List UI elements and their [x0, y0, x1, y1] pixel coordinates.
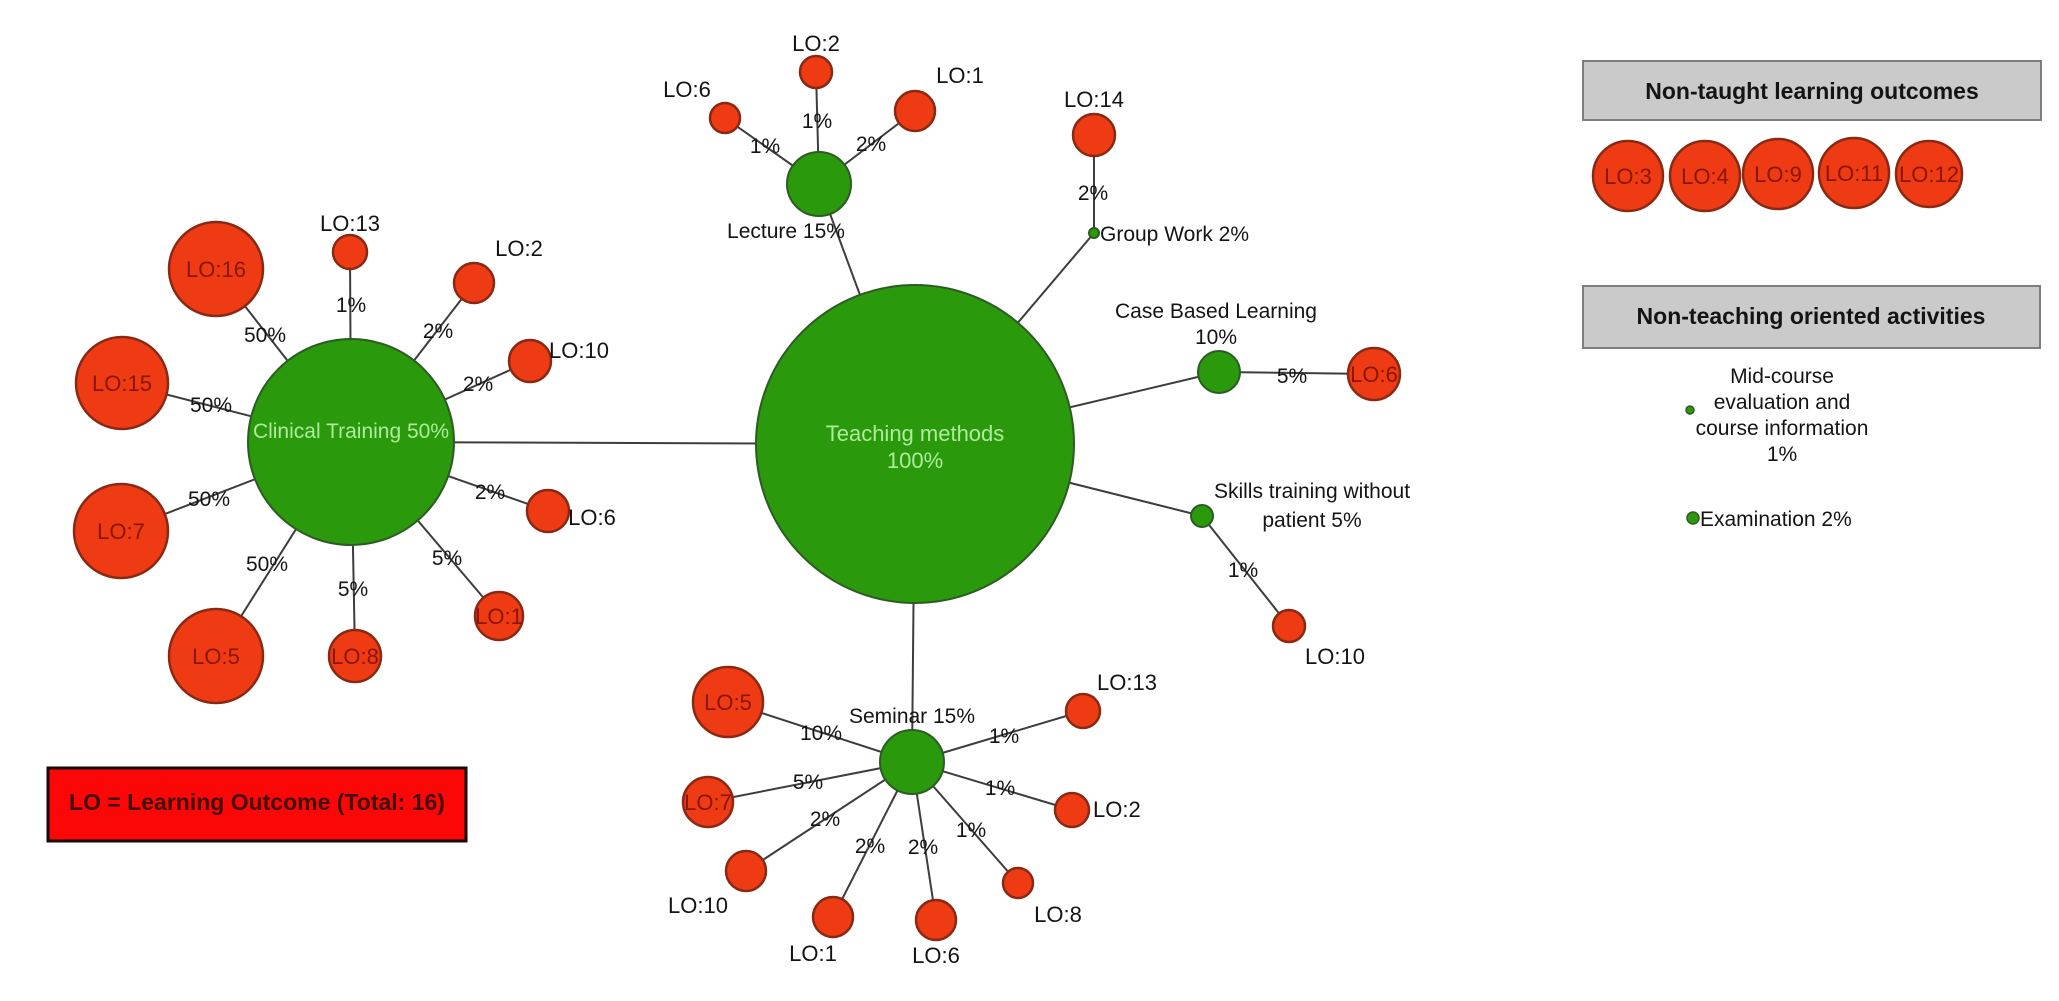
- svg-text:LO:13: LO:13: [320, 211, 380, 236]
- svg-text:LO:8: LO:8: [331, 644, 379, 669]
- svg-text:LO:9: LO:9: [1754, 162, 1802, 187]
- svg-text:LO:15: LO:15: [92, 371, 152, 396]
- svg-text:LO:2: LO:2: [792, 31, 840, 56]
- svg-text:5%: 5%: [432, 547, 462, 570]
- svg-text:Examination 2%: Examination 2%: [1700, 508, 1852, 531]
- svg-text:Non-teaching oriented activiti: Non-teaching oriented activities: [1637, 303, 1986, 329]
- svg-text:LO:14: LO:14: [1064, 87, 1124, 112]
- svg-text:Teaching methods: Teaching methods: [826, 421, 1005, 446]
- svg-text:LO:1: LO:1: [475, 604, 523, 629]
- svg-text:LO = Learning Outcome (Total:: LO = Learning Outcome (Total: 16): [69, 789, 445, 815]
- svg-text:LO:7: LO:7: [97, 519, 145, 544]
- svg-text:50%: 50%: [246, 553, 288, 576]
- svg-text:1%: 1%: [985, 777, 1015, 800]
- svg-text:2%: 2%: [810, 808, 840, 831]
- svg-text:10%: 10%: [800, 722, 842, 745]
- svg-text:1%: 1%: [802, 110, 832, 133]
- svg-text:1%: 1%: [1767, 443, 1797, 466]
- svg-text:LO:10: LO:10: [1305, 644, 1365, 669]
- svg-text:course information: course information: [1696, 417, 1869, 440]
- svg-text:LO:7: LO:7: [684, 790, 732, 815]
- svg-text:LO:13: LO:13: [1097, 670, 1157, 695]
- svg-text:2%: 2%: [463, 373, 493, 396]
- svg-text:2%: 2%: [856, 133, 886, 156]
- svg-text:Case Based Learning: Case Based Learning: [1115, 300, 1317, 323]
- svg-text:patient 5%: patient 5%: [1262, 509, 1361, 532]
- svg-text:2%: 2%: [908, 836, 938, 859]
- svg-text:50%: 50%: [244, 324, 286, 347]
- svg-text:Mid-course: Mid-course: [1730, 365, 1834, 388]
- svg-text:Skills training without: Skills training without: [1214, 480, 1410, 503]
- svg-text:LO:3: LO:3: [1604, 164, 1652, 189]
- svg-text:Group Work 2%: Group Work 2%: [1100, 223, 1249, 246]
- svg-text:2%: 2%: [855, 835, 885, 858]
- svg-text:1%: 1%: [956, 819, 986, 842]
- svg-text:LO:8: LO:8: [1034, 902, 1082, 927]
- svg-text:1%: 1%: [1228, 559, 1258, 582]
- svg-text:50%: 50%: [188, 488, 230, 511]
- svg-text:LO:11: LO:11: [1825, 161, 1883, 186]
- svg-text:2%: 2%: [1078, 182, 1108, 205]
- svg-text:LO:10: LO:10: [549, 338, 609, 363]
- svg-text:LO:6: LO:6: [1350, 362, 1398, 387]
- svg-text:LO:1: LO:1: [936, 63, 984, 88]
- svg-text:LO:5: LO:5: [192, 644, 240, 669]
- svg-text:Non-taught learning outcomes: Non-taught learning outcomes: [1645, 78, 1979, 104]
- svg-text:LO:2: LO:2: [495, 236, 543, 261]
- svg-text:LO:6: LO:6: [663, 77, 711, 102]
- svg-text:LO:1: LO:1: [789, 941, 837, 966]
- svg-text:Seminar 15%: Seminar 15%: [849, 705, 975, 728]
- svg-text:2%: 2%: [475, 481, 505, 504]
- svg-text:5%: 5%: [1277, 365, 1307, 388]
- svg-text:2%: 2%: [423, 320, 453, 343]
- svg-text:evaluation and: evaluation and: [1714, 391, 1851, 414]
- svg-text:10%: 10%: [1195, 326, 1237, 349]
- svg-text:Lecture 15%: Lecture 15%: [727, 220, 845, 243]
- svg-text:LO:4: LO:4: [1681, 164, 1729, 189]
- svg-text:LO:12: LO:12: [1899, 162, 1959, 187]
- svg-text:LO:6: LO:6: [568, 505, 616, 530]
- svg-text:100%: 100%: [887, 448, 943, 473]
- svg-text:5%: 5%: [793, 771, 823, 794]
- svg-text:50%: 50%: [190, 394, 232, 417]
- svg-text:1%: 1%: [750, 135, 780, 158]
- svg-text:Clinical Training 50%: Clinical Training 50%: [253, 420, 449, 443]
- svg-text:LO:16: LO:16: [186, 257, 246, 282]
- svg-text:5%: 5%: [338, 578, 368, 601]
- svg-text:LO:6: LO:6: [912, 943, 960, 968]
- svg-text:LO:2: LO:2: [1093, 797, 1141, 822]
- svg-text:LO:5: LO:5: [704, 690, 752, 715]
- svg-text:1%: 1%: [989, 725, 1019, 748]
- svg-text:1%: 1%: [336, 294, 366, 317]
- svg-text:LO:10: LO:10: [668, 893, 728, 918]
